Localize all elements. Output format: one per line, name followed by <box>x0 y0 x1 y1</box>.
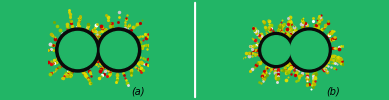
Circle shape <box>56 28 100 72</box>
Circle shape <box>291 31 328 69</box>
Circle shape <box>97 28 141 72</box>
Circle shape <box>259 32 294 68</box>
Circle shape <box>287 28 331 72</box>
Circle shape <box>59 32 96 68</box>
Text: (b): (b) <box>326 87 340 97</box>
Circle shape <box>262 36 291 64</box>
Circle shape <box>100 32 137 68</box>
Text: (a): (a) <box>132 87 145 97</box>
